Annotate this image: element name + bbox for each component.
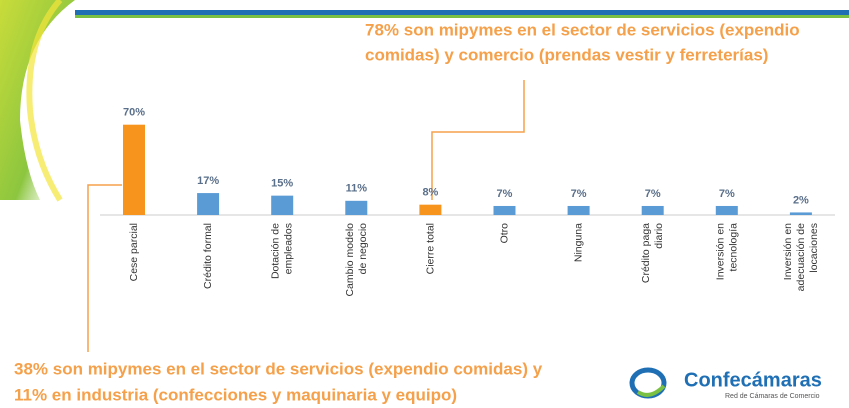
top-stripe [75, 10, 849, 15]
annotation: comidas) y comercio (prendas vestir y fe… [365, 45, 768, 64]
value-label: 2% [793, 194, 809, 206]
x-tick-label: Cese parcial [128, 223, 140, 281]
value-label: 8% [422, 187, 438, 199]
value-label: 17% [197, 175, 219, 187]
value-label: 70% [123, 107, 145, 119]
corner-decoration [0, 0, 75, 200]
logo: Confecámaras Red de Cámaras de Comercio [629, 367, 822, 400]
annotation: 38% son mipymes en el sector de servicio… [14, 359, 543, 378]
annotation: 78% son mipymes en el sector de servicio… [365, 20, 800, 39]
bar [789, 212, 812, 215]
value-label: 7% [719, 188, 735, 200]
connector [87, 184, 122, 352]
x-tick-label: Dotación de empleados [269, 223, 294, 279]
bar [493, 205, 516, 215]
corner-stroke [26, 0, 63, 202]
connector [431, 80, 525, 200]
bar [197, 193, 220, 215]
x-tick-label: Ninguna [572, 223, 584, 262]
x-tick-label: Crédito paga diario [640, 223, 665, 283]
logo-tagline: Red de Cámaras de Comercio [725, 393, 820, 400]
bar [123, 124, 145, 215]
bar [715, 205, 738, 215]
x-tick-label: Cambio modelo de negocio [344, 223, 369, 297]
top-stripe [75, 15, 849, 18]
logo-mark [636, 384, 666, 397]
bar [419, 204, 442, 215]
x-tick-label: Otro [498, 223, 510, 244]
x-tick-label: Cierre total [424, 223, 436, 274]
value-label: 15% [271, 178, 293, 190]
value-label: 7% [571, 188, 587, 200]
x-tick-label: Inversión en adecuación de locaciones [782, 223, 820, 294]
bar [641, 205, 664, 215]
value-label: 7% [497, 188, 513, 200]
logo-name: Confecámaras [684, 369, 822, 391]
value-label: 7% [645, 188, 661, 200]
annotation: 11% en industria (confecciones y maquina… [14, 385, 457, 404]
x-tick-label: Crédito formal [202, 223, 214, 289]
bar [345, 200, 368, 215]
bar [567, 205, 590, 215]
value-label: 11% [346, 183, 368, 195]
x-tick-label: Inversión en tecnología [714, 223, 739, 280]
bar [271, 195, 294, 215]
